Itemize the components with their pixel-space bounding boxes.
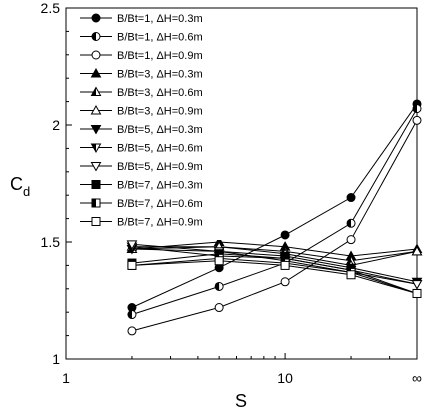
legend-entry: B/Bt=3, ΔH=0.9m [80,104,203,118]
data-point [412,115,422,125]
legend-marker [90,86,102,96]
x-tick-label: 1 [62,370,70,386]
legend-label: B/Bt=1, ΔH=0.6m [117,32,203,44]
legend-marker [91,13,101,23]
legend-box [75,9,263,240]
legend-entry: B/Bt=5, ΔH=0.3m [80,124,203,136]
legend-marker [90,125,102,135]
data-point [346,218,356,228]
data-point [127,326,137,336]
legend-entry: B/Bt=5, ΔH=0.9m [80,161,203,173]
legend-entry: B/Bt=3, ΔH=0.6m [80,86,203,99]
legend-label: B/Bt=5, ΔH=0.3m [117,124,203,136]
legend-label: B/Bt=1, ΔH=0.3m [117,13,203,25]
legend-marker [91,32,101,41]
y-axis-title-main: C [10,174,23,194]
legend-entry: B/Bt=1, ΔH=0.9m [80,50,203,62]
data-point [412,288,422,298]
data-point [214,303,224,313]
x-tick-label: 10 [277,370,293,386]
legend-label: B/Bt=1, ΔH=0.9m [117,50,203,62]
y-tick-label: 2.5 [41,0,61,16]
data-point [346,193,356,203]
data-point [411,245,423,256]
legend-label: B/Bt=3, ΔH=0.3m [117,69,203,81]
legend-entry: B/Bt=3, ΔH=0.3m [80,67,203,81]
legend-entry: B/Bt=1, ΔH=0.6m [80,32,203,44]
x-axis-title: S [235,391,247,411]
y-tick-label: 1 [52,351,60,367]
y-axis-title-subscript: d [23,184,30,199]
legend-label: B/Bt=5, ΔH=0.9m [117,161,203,173]
legend-marker [91,217,101,226]
data-point [280,277,290,287]
data-point [214,281,224,291]
legend-label: B/Bt=7, ΔH=0.3m [117,180,203,192]
legend-entry: B/Bt=7, ΔH=0.3m [80,180,203,192]
legend-marker [91,198,101,208]
legend-label: B/Bt=3, ΔH=0.6m [117,87,203,99]
legend-entry: B/Bt=7, ΔH=0.6m [80,198,203,210]
data-point [127,310,137,320]
series-line-12 [131,260,418,294]
y-axis-title: Cd [10,174,30,199]
legend-label: B/Bt=3, ΔH=0.9m [117,106,203,118]
legend-marker [91,180,101,189]
data-point [127,260,137,270]
legend-entry: B/Bt=7, ΔH=0.9m [80,217,203,229]
legend-marker [90,67,102,78]
legend-entry: B/Bt=5, ΔH=0.6m [80,143,203,155]
series-line-4 [131,241,418,257]
legend-marker [90,104,102,115]
legend-entry: B/Bt=1, ΔH=0.3m [80,13,203,25]
x-tick-label: ∞ [412,370,422,386]
data-point [126,240,138,250]
plot-area-frame [65,7,418,360]
data-point [280,230,290,240]
data-point [280,260,290,270]
data-point [214,256,224,266]
data-point [346,270,356,280]
y-tick-label: 1.5 [41,234,61,250]
legend-marker [91,50,101,60]
legend-label: B/Bt=7, ΔH=0.6m [117,198,203,210]
y-tick-label: 2 [52,117,60,133]
data-point [411,280,423,290]
data-point [346,235,356,245]
legend-marker [90,143,102,154]
legend-label: B/Bt=7, ΔH=0.9m [117,217,203,229]
legend-marker [90,162,102,172]
data-point [412,104,422,114]
legend-label: B/Bt=5, ΔH=0.6m [117,143,203,155]
